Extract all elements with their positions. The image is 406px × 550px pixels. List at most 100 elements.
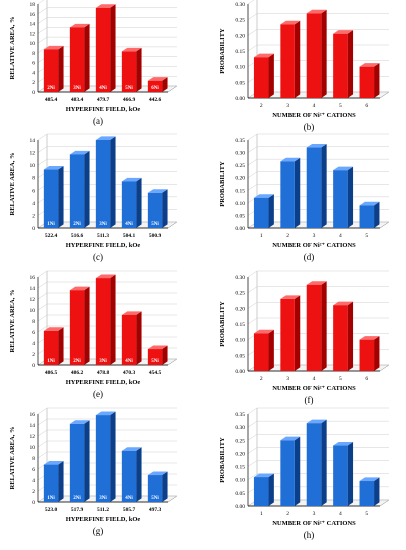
- x-tick-label: 5: [339, 376, 342, 382]
- x-tick-label: 6: [365, 103, 368, 109]
- bar-top: [359, 201, 380, 206]
- bar-label: 2Ni: [47, 86, 55, 91]
- bar-side: [268, 53, 274, 98]
- bar-side: [268, 194, 274, 228]
- y-tick-label: 0.25: [235, 438, 245, 444]
- panel-label: (a): [93, 116, 103, 126]
- gridline-side: [247, 133, 258, 141]
- y-tick-label: 16: [30, 412, 36, 418]
- chart-panel-8: 0.00 0.05 0.10 0.15 0.20 0.25 0.30 0.35 1 2 3 4 5 NUM…: [219, 407, 390, 540]
- x-tick-label: 5: [365, 511, 368, 517]
- bar-top: [43, 327, 64, 331]
- y-tick-label: 8: [32, 319, 35, 325]
- y-tick-label: 18: [30, 2, 36, 8]
- gridline-side: [247, 146, 258, 153]
- gridline-side: [247, 447, 258, 454]
- y-tick-label: 16: [30, 275, 36, 281]
- x-tick-label: 486.5: [45, 370, 58, 376]
- y-tick-label: 0.15: [235, 49, 245, 55]
- x-axis-title: HYPERFINE FIELD, kOe: [66, 106, 141, 113]
- panel-label: (c): [93, 252, 103, 262]
- bar: [147, 349, 163, 365]
- gridline-side: [37, 418, 48, 426]
- x-tick-label: 4: [313, 103, 316, 109]
- chart-panel-6: 0.00 0.05 0.10 0.15 0.20 0.25 0.30 2 3 4 5 6 NUMBER …: [219, 270, 390, 405]
- bar-top: [95, 274, 116, 279]
- y-tick-label: 2: [32, 352, 35, 358]
- bar: [359, 339, 375, 371]
- bar: [333, 170, 348, 228]
- y-tick-label: 12: [30, 297, 36, 303]
- bar-side: [162, 471, 168, 502]
- bar-top: [359, 477, 380, 482]
- bar-label: 1Ni: [47, 359, 55, 364]
- bar-top: [333, 30, 354, 34]
- bar-side: [136, 177, 142, 228]
- bar-top: [333, 301, 354, 306]
- panel-label: (g): [93, 526, 104, 536]
- y-tick-label: 0.15: [235, 465, 245, 471]
- bar-top: [95, 136, 116, 140]
- bar: [280, 161, 295, 228]
- gridline-side: [247, 302, 258, 309]
- x-tick-label: 523.0: [45, 507, 58, 513]
- bar: [43, 464, 59, 502]
- y-tick-label: 0.15: [235, 188, 245, 194]
- bar-label: 3Ni: [99, 359, 107, 364]
- y-tick-label: 10: [30, 445, 36, 451]
- x-tick-label: 3: [286, 103, 289, 109]
- gridline-side: [247, 434, 258, 441]
- gridline-side: [37, 281, 48, 289]
- bar-side: [268, 329, 274, 371]
- panel-label: (d): [304, 252, 315, 262]
- bar-top: [280, 436, 301, 441]
- bar-side: [374, 63, 380, 98]
- y-tick-label: 14: [30, 138, 36, 144]
- gridline-side: [37, 429, 48, 437]
- bar: [333, 445, 348, 506]
- bar-side: [321, 9, 327, 98]
- chart-panel-3: 0 2 4 6 8 10 12 14 1Ni 522.4 2Ni 516.6 3Ni 511.3 4Ni 50…: [9, 133, 178, 262]
- bar-label: 6Ni: [151, 86, 159, 91]
- bar: [43, 169, 59, 228]
- bar-top: [147, 471, 168, 476]
- bar: [253, 197, 269, 228]
- x-tick-label: 497.3: [149, 507, 162, 513]
- gridline-side: [247, 158, 258, 166]
- y-axis-title: PROBABILITY: [219, 301, 226, 347]
- gridline-side: [37, 270, 48, 278]
- y-tick-label: 0.25: [235, 163, 245, 169]
- y-tick-label: 0.30: [235, 151, 245, 157]
- bar-label: 3Ni: [73, 86, 81, 91]
- bar-top: [280, 20, 301, 25]
- bar-top: [306, 419, 327, 424]
- bar-label: 1Ni: [47, 222, 55, 227]
- chart-panel-2: 0.00 0.05 0.10 0.15 0.20 0.25 0.30 2 3 4 5 6 NUMBER …: [219, 0, 390, 132]
- x-tick-label: 5: [339, 103, 342, 109]
- bar: [121, 51, 137, 92]
- bar-side: [84, 420, 90, 502]
- bar-top: [69, 286, 90, 291]
- x-tick-label: 6: [365, 376, 368, 382]
- y-tick-label: 16: [30, 12, 36, 18]
- bar-side: [58, 327, 64, 365]
- y-axis-title: RELATIVE AREA, %: [9, 17, 16, 80]
- y-tick-label: 0.10: [235, 338, 245, 344]
- x-tick-label: 505.7: [123, 507, 136, 513]
- bar: [333, 33, 348, 99]
- y-tick-label: 0.10: [235, 201, 245, 207]
- gridline-side: [37, 314, 48, 322]
- y-tick-label: 0.00: [235, 96, 245, 102]
- bar-label: 4Ni: [125, 359, 133, 364]
- x-tick-label: 504.1: [123, 233, 136, 239]
- bar: [359, 205, 375, 228]
- y-tick-label: 2: [32, 80, 35, 86]
- bar-label: 4Ni: [125, 496, 133, 501]
- gridline-side: [247, 286, 258, 293]
- bar-side: [162, 189, 168, 228]
- bar: [69, 27, 85, 92]
- bar-side: [84, 286, 90, 365]
- bar-side: [162, 77, 168, 92]
- y-tick-label: 0.30: [235, 275, 245, 281]
- bar: [359, 66, 375, 98]
